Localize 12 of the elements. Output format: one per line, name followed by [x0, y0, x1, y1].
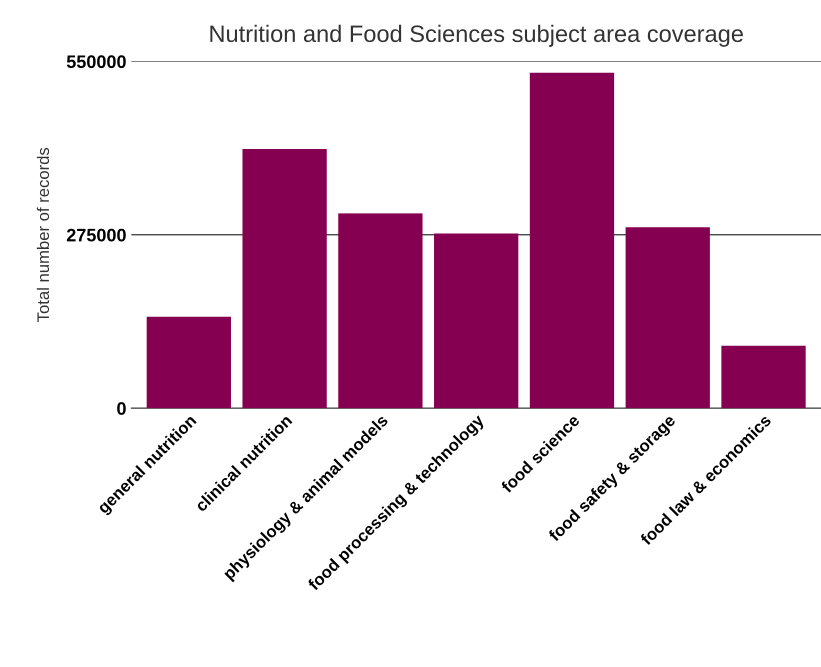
- y-tick-label: 0: [117, 402, 126, 415]
- y-tick-label: 550000: [66, 55, 126, 68]
- bar: [242, 149, 327, 408]
- bar: [721, 346, 806, 408]
- bar: [626, 227, 710, 408]
- bar: [338, 213, 423, 408]
- y-axis-title: Total number of records: [36, 148, 50, 322]
- y-tick-label: 275000: [66, 228, 126, 242]
- bar: [530, 72, 614, 408]
- chart-title: Nutrition and Food Sciences subject area coverage: [210, 24, 743, 47]
- bar: [434, 234, 518, 408]
- bar: [146, 316, 231, 408]
